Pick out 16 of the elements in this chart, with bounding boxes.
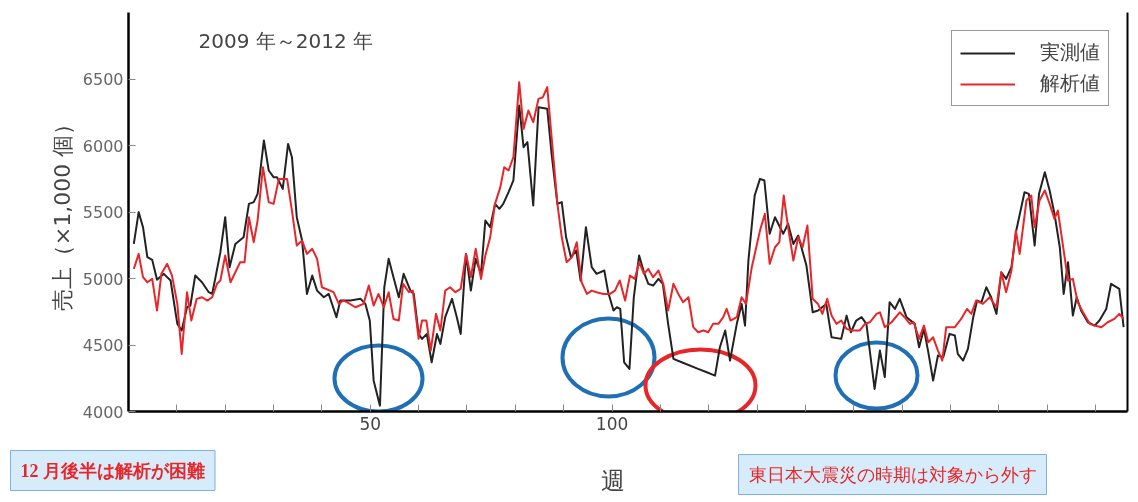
text: 東日本大震災の時期は対象から外す xyxy=(748,464,1037,485)
x-tick-label: 50 xyxy=(359,413,382,434)
x-axis-title: 週 xyxy=(600,466,625,495)
text: 12 月後半は解析が困難 xyxy=(20,460,205,481)
y-tick-label: 5500 xyxy=(82,203,124,222)
y-axis-title: 売上（×1,000 個） xyxy=(49,112,75,312)
x-tick-label: 100 xyxy=(595,413,629,434)
y-tick-label: 4000 xyxy=(82,402,124,422)
y-tick-label: 5000 xyxy=(82,269,124,289)
legend-label: 実測値 xyxy=(1040,39,1100,66)
y-tick-label: 6500 xyxy=(82,70,124,89)
legend-label: 解析値 xyxy=(1040,70,1100,97)
line-series xyxy=(132,104,1125,407)
y-tick-label: 4500 xyxy=(82,336,124,355)
y-tick-label: 6000 xyxy=(82,136,124,156)
text: 2009 年～2012 年 xyxy=(198,28,374,53)
